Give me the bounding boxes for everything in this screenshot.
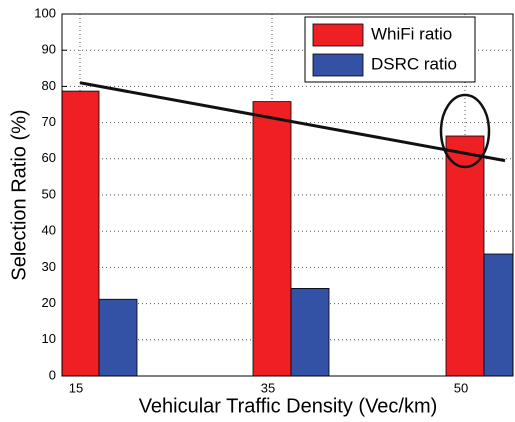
- y-tick-label: 70: [42, 114, 56, 129]
- bar: [62, 90, 100, 376]
- y-tick-label: 0: [49, 367, 56, 382]
- trend-line: [79, 81, 506, 163]
- bar: [252, 101, 292, 376]
- y-tick-label: 40: [42, 223, 56, 238]
- y-tick-label: 90: [42, 42, 56, 57]
- x-tick-label: 50: [454, 380, 468, 395]
- y-tick-label: 20: [42, 295, 56, 310]
- x-tick-label: 35: [261, 380, 275, 395]
- bar: [483, 253, 513, 376]
- axes-box: [61, 13, 514, 377]
- y-tick-label: 80: [42, 78, 56, 93]
- y-tick-label: 60: [42, 150, 56, 165]
- y-tick-label: 100: [34, 5, 56, 20]
- bar: [290, 287, 330, 376]
- y-tick-label: 50: [42, 186, 56, 201]
- y-tick-label: 10: [42, 331, 56, 346]
- y-axis-label: Selection Ratio (%): [8, 109, 30, 280]
- bar: [445, 135, 485, 376]
- legend-label: DSRC ratio: [371, 54, 457, 73]
- x-axis-label: Vehicular Traffic Density (Vec/km): [139, 395, 438, 417]
- y-tick-label: 30: [42, 259, 56, 274]
- x-tick-label: 15: [69, 380, 83, 395]
- bar: [98, 298, 138, 376]
- highlight-ellipse: [439, 93, 491, 169]
- legend-swatch: [312, 23, 364, 47]
- legend-swatch: [312, 53, 364, 77]
- legend-label: WhiFi ratio: [371, 24, 452, 43]
